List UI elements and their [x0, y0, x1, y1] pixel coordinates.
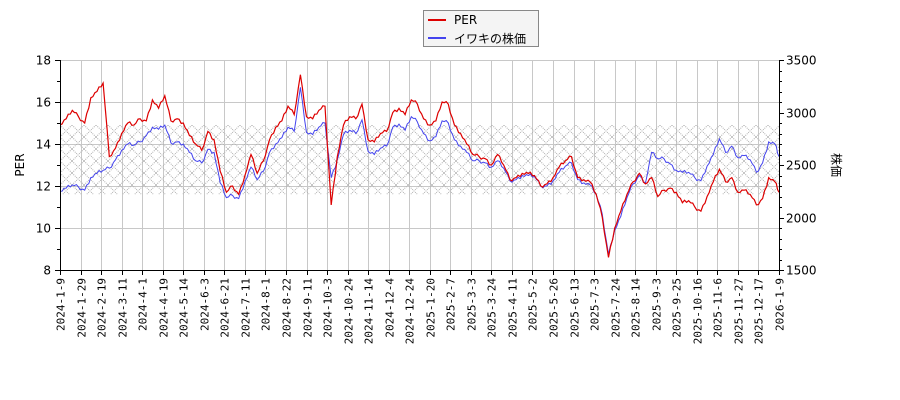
per-line: [60, 74, 779, 258]
x-tick-label: 2024-6-21: [219, 278, 232, 338]
y-right-tick-label: 2000: [786, 212, 817, 226]
x-tick-label: 2025-5-26: [548, 278, 561, 338]
shaded-band: [60, 125, 779, 195]
y-axis-left-label: PER: [13, 153, 27, 176]
x-tick-label: 2025-5-2: [527, 278, 540, 331]
x-tick-label: 2025-7-3: [589, 278, 602, 331]
x-tick-label: 2025-1-20: [425, 278, 438, 338]
axes: 2024-1-9 2024-1-29 2024-2-19 2024-3-11 2024-…: [36, 54, 817, 345]
x-tick-label: 2025-9-3: [651, 278, 664, 331]
x-tick-label: 2024-7-11: [240, 278, 253, 338]
y-left-tick-label: 12: [36, 180, 51, 194]
x-tick-label: 2025-4-11: [507, 278, 520, 338]
legend-label-price: イワキの株価: [454, 31, 527, 46]
x-tick-label: 2024-11-14: [363, 278, 376, 345]
x-tick-label: 2026-1-9: [774, 278, 787, 331]
x-tick-label: 2025-12-17: [753, 278, 766, 344]
x-tick-label: 2025-8-14: [630, 278, 643, 338]
x-tick-label: 2025-11-27: [733, 278, 746, 344]
legend-swatch-per: [428, 19, 446, 21]
x-tick-label: 2024-8-1: [260, 278, 273, 331]
price-line: [60, 87, 779, 255]
y-right-tick-label: 3000: [786, 107, 817, 121]
x-tick-label: 2025-3-3: [466, 278, 479, 331]
x-tick-label: 2024-4-19: [158, 278, 171, 338]
legend-label-per: PER: [454, 13, 478, 27]
x-tick-label: 2025-9-25: [671, 278, 684, 338]
x-tick-label: 2024-12-24: [404, 278, 417, 345]
x-tick-label: 2024-6-3: [199, 278, 212, 331]
x-tick-label: 2024-4-1: [137, 278, 150, 331]
y-axis-right-label: 株価: [829, 153, 844, 177]
x-tick-label: 2024-9-11: [302, 278, 315, 338]
y-left-tick-label: 8: [43, 264, 51, 278]
x-tick-label: 2024-2-19: [96, 278, 109, 338]
y-right-tick-label: 1500: [786, 264, 817, 278]
x-tick-label: 2025-2-7: [445, 278, 458, 331]
legend-item-price: イワキの株価: [428, 30, 526, 46]
x-tick-label: 2025-11-6: [712, 278, 725, 338]
x-tick-label: 2024-10-24: [343, 278, 356, 345]
x-tick-label: 2024-12-4: [384, 278, 397, 338]
y-left-tick-label: 18: [36, 54, 51, 68]
x-tick-label: 2025-10-16: [692, 278, 705, 344]
y-left-tick-label: 10: [36, 222, 51, 236]
x-tick-label: 2025-6-13: [569, 278, 582, 338]
x-tick-label: 2024-3-11: [117, 278, 130, 338]
legend-item-per: PER: [428, 12, 477, 28]
x-tick-label: 2024-5-14: [178, 278, 191, 338]
legend: PER イワキの株価: [423, 10, 539, 47]
y-right-tick-label: 3500: [786, 54, 817, 68]
x-tick-label: 2024-1-9: [55, 278, 68, 331]
y-left-tick-label: 14: [36, 138, 51, 152]
y-right-tick-label: 2500: [786, 159, 817, 173]
x-tick-label: 2025-3-24: [486, 278, 499, 338]
x-tick-label: 2025-7-24: [610, 278, 623, 338]
x-tick-label: 2024-10-3: [322, 278, 335, 338]
y-left-tick-label: 16: [36, 96, 51, 110]
legend-swatch-price: [428, 37, 446, 39]
x-tick-label: 2024-8-22: [281, 278, 294, 338]
x-tick-label: 2024-1-29: [76, 278, 89, 338]
